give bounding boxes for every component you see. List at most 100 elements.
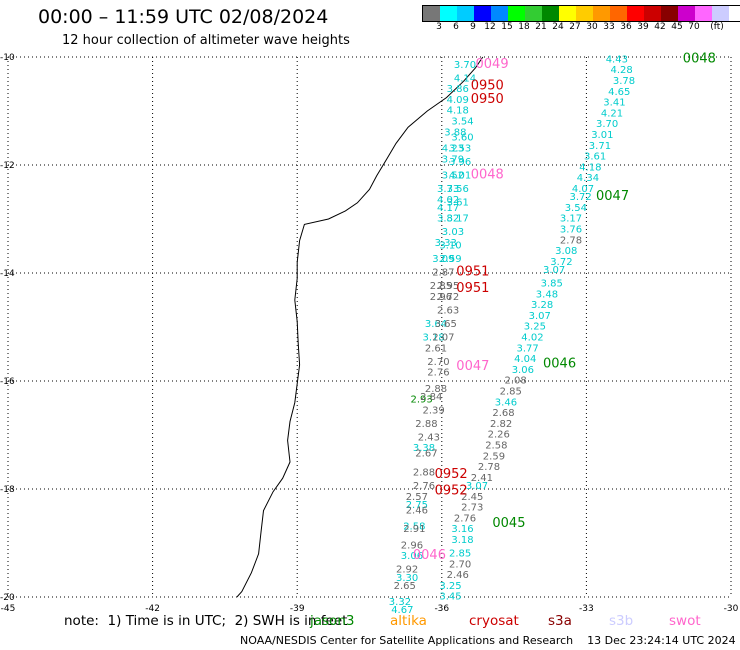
wave-height-value: 2.61 xyxy=(425,343,447,354)
wave-height-value: 3.54 xyxy=(565,203,587,214)
wave-height-value: 2.85 xyxy=(449,549,471,560)
wave-height-value: 2.87 xyxy=(432,268,454,279)
track-time-label: 0048 xyxy=(683,51,716,66)
wave-height-value: 2.84 xyxy=(420,392,442,403)
colorbar-tick-label: 15 xyxy=(501,22,513,32)
wave-height-value: 3.45 xyxy=(439,592,461,603)
colorbar-swatch xyxy=(610,6,627,21)
longitude-tick-label: -36 xyxy=(434,604,449,614)
wave-height-value: 3.17 xyxy=(447,214,469,225)
wave-height-value: 4.67 xyxy=(391,605,413,616)
wave-height-value: 2.26 xyxy=(488,430,510,441)
wave-height-value: 4.34 xyxy=(577,173,599,184)
wave-height-value: 3.86 xyxy=(447,84,469,95)
wave-height-value: 4.43 xyxy=(606,54,628,65)
wave-height-value: 3.06 xyxy=(401,551,423,562)
coastline xyxy=(236,56,484,598)
wave-height-value: 3.25 xyxy=(439,581,461,592)
wave-height-value: 3.30 xyxy=(396,573,418,584)
wave-height-value: 2.63 xyxy=(437,306,459,317)
colorbar-swatch xyxy=(576,6,593,21)
footer-note: note: 1) Time is in UTC; 2) SWH is in fe… xyxy=(64,613,348,629)
wave-height-value: 3.33 xyxy=(435,238,457,249)
wave-height-value: 2.85 xyxy=(500,387,522,398)
colorbar-swatch xyxy=(627,6,644,21)
wave-height-value: 2.88 xyxy=(425,384,447,395)
colorbar-swatch xyxy=(678,6,695,21)
track-time-label: 0046 xyxy=(413,548,446,563)
wave-height-values: 4.434.283.784.653.414.213.703.013.713.61… xyxy=(389,54,635,616)
colorbar-swatch xyxy=(457,6,474,21)
wave-height-value: 2.78 xyxy=(560,235,582,246)
wave-height-value: 2.08 xyxy=(505,376,527,387)
wave-height-value: 3.72 xyxy=(570,192,592,203)
wave-height-value: 3.85 xyxy=(541,279,563,290)
wave-height-value: 2.78 xyxy=(478,462,500,473)
map-grid xyxy=(7,56,732,598)
wave-height-value: 3.18 xyxy=(451,535,473,546)
wave-height-value: 2.88 xyxy=(413,468,435,479)
colorbar-swatch xyxy=(661,6,678,21)
wave-height-value: 2.76 xyxy=(427,368,449,379)
wave-height-value: 2.07 xyxy=(432,333,454,344)
wave-height-value: 4.23 xyxy=(442,144,464,155)
colorbar-swatch xyxy=(423,6,440,21)
wave-height-value: 3.07 xyxy=(529,311,551,322)
colorbar-swatch xyxy=(695,6,712,21)
colorbar-tick-label: 21 xyxy=(535,22,547,32)
wave-height-value: 4.18 xyxy=(447,106,469,117)
wave-height-value: 3.07 xyxy=(543,265,565,276)
wave-height-value: 2.58 xyxy=(403,522,425,533)
colorbar-tick-label: 18 xyxy=(518,22,530,32)
wave-height-value: 3.41 xyxy=(603,98,625,109)
colorbar-swatch xyxy=(525,6,542,21)
colorbar-tick-label: 70 xyxy=(688,22,700,32)
wave-height-value: 2.88 xyxy=(415,419,437,430)
wave-height-value: 3.07 xyxy=(466,481,488,492)
colorbar-swatch xyxy=(593,6,610,21)
colorbar-tick-label: 3 xyxy=(436,22,442,32)
track-time-label: 0950 xyxy=(471,78,504,93)
longitude-tick-label: -39 xyxy=(290,604,305,614)
longitude-tick-label: -45 xyxy=(1,604,16,614)
wave-height-value: 3.16 xyxy=(451,524,473,535)
longitude-tick-label: -33 xyxy=(579,604,594,614)
wave-height-value: 4.07 xyxy=(572,184,594,195)
wave-height-value: 3.08 xyxy=(555,246,577,257)
track-time-label: 0951 xyxy=(456,281,489,296)
wave-height-value: 2.43 xyxy=(418,432,440,443)
colorbar-tick-label: 36 xyxy=(620,22,632,32)
wave-height-value: 2.76 xyxy=(454,513,476,524)
wave-height-value: 4.14 xyxy=(454,73,476,84)
colorbar-swatch xyxy=(491,6,508,21)
latitude-tick-label: -10 xyxy=(0,53,15,63)
track-time-label: 0046 xyxy=(543,357,576,372)
longitude-tick-labels: -45 -42 -39 -36 -33 -30 xyxy=(1,604,739,614)
wave-height-value: 4.02 xyxy=(521,333,543,344)
wave-height-value: 3.82 xyxy=(437,214,459,225)
wave-height-value: 2.75 xyxy=(406,500,428,511)
colorbar-unit: (ft) xyxy=(710,22,724,32)
wave-height-value: 2.39 xyxy=(423,405,445,416)
wave-height-value: 2.95 xyxy=(437,281,459,292)
colorbar-swatch xyxy=(729,6,740,21)
wave-height-value: 3.10 xyxy=(439,241,461,252)
wave-height-value: 3.65 xyxy=(435,319,457,330)
wave-height-value: 3.70 xyxy=(596,119,618,130)
satellite-legend-item: swot xyxy=(669,613,701,629)
wave-height-value: 2.96 xyxy=(430,292,452,303)
wave-height-value: 2.72 xyxy=(437,292,459,303)
colorbar-swatch xyxy=(508,6,525,21)
colorbar-tick-label: 9 xyxy=(470,22,476,32)
wave-height-value: 2.73 xyxy=(461,503,483,514)
satellite-legend-item: jason3 xyxy=(310,613,355,629)
colorbar-tick-label: 39 xyxy=(637,22,649,32)
wave-height-value: 3.32 xyxy=(389,597,411,608)
latitude-tick-label: -14 xyxy=(0,269,15,279)
colorbar-tick-label: 12 xyxy=(484,22,496,32)
wave-height-value: 3.60 xyxy=(451,133,473,144)
credit-line: NOAA/NESDIS Center for Satellite Applica… xyxy=(240,634,736,647)
colorbar-tick-label: 33 xyxy=(603,22,615,32)
wave-height-value: 2.46 xyxy=(447,570,469,581)
